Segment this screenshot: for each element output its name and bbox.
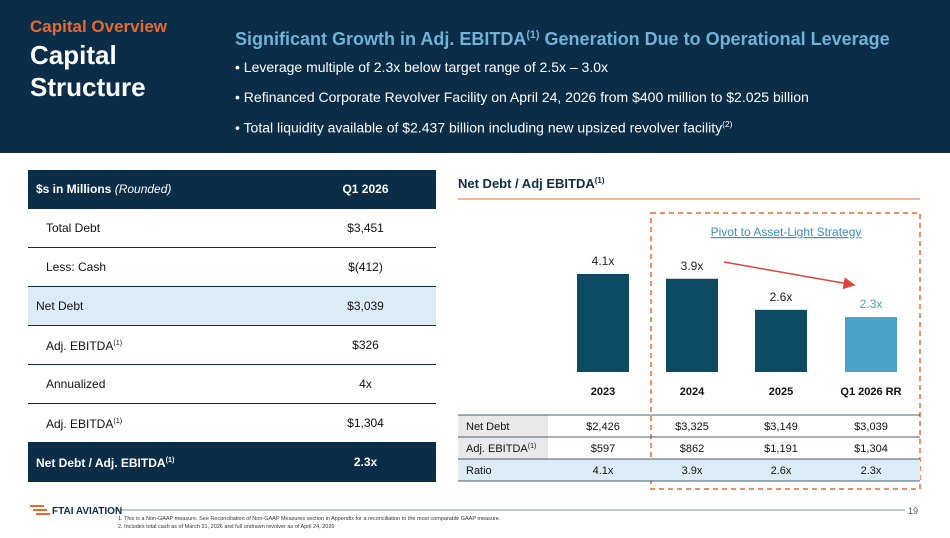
category-label: 2025 (769, 386, 793, 398)
row-value: 3.9x (682, 465, 703, 477)
ratio-row (458, 459, 920, 481)
trend-arrow (723, 261, 856, 290)
row-value: $326 (352, 338, 379, 352)
row-label: Net Debt (466, 421, 509, 433)
row-value: 2.6x (771, 465, 792, 477)
headline: Significant Growth in Adj. EBITDA(1) Gen… (235, 29, 890, 50)
label-cell (458, 437, 548, 459)
chart-title-text: Net Debt / Adj EBITDA (458, 176, 595, 191)
annotation: Pivot to Asset-Light Strategy (711, 225, 862, 239)
row-label-text: Annualized (46, 377, 106, 391)
bar (577, 274, 629, 372)
footnote: 2. Includes total cash as of March 31, 2… (118, 524, 334, 530)
footnote-ref: (1) (526, 29, 540, 41)
header-column: Q1 2026 (342, 182, 389, 196)
bullet: • Leverage multiple of 2.3x below target… (235, 59, 609, 75)
row-value: 4x (359, 377, 372, 391)
table-row: Total Debt $3,451 (28, 209, 436, 248)
category-label: Q1 2026 RR (840, 386, 901, 398)
headline-text: Generation Due to Operational Leverage (544, 29, 890, 49)
value-label: 4.1x (592, 254, 615, 268)
footnote: 1. This is a Non-GAAP measure. See Recon… (118, 516, 501, 522)
row-value: $3,149 (764, 421, 798, 433)
table-row: Less: Cash $(412) (28, 248, 436, 287)
row-value: $1,191 (764, 443, 798, 455)
table-row: Annualized 4x (28, 365, 436, 404)
row-label: Total Debt (46, 221, 100, 235)
row-label-text: Ratio (466, 465, 492, 477)
footnote-ref: (1) (113, 338, 123, 347)
table-row: Adj. EBITDA(1) $1,304 (28, 404, 436, 443)
page-number: 19 (908, 506, 918, 516)
bullet-text: Total liquidity available of $2.437 bill… (243, 119, 723, 136)
category-label: 2024 (680, 386, 705, 398)
bullet-text: Leverage multiple of 2.3x below target r… (243, 59, 609, 75)
row-value: $862 (680, 443, 704, 455)
row-label-text: Adj. EBITDA (46, 339, 114, 353)
value-label: 3.9x (681, 259, 704, 273)
logo-mark (30, 505, 50, 515)
row-label: Net Debt (36, 299, 83, 313)
row-value: $1,304 (347, 416, 384, 430)
header-label: $s in Millions (36, 182, 112, 196)
footnote-ref: (1) (595, 176, 605, 185)
category-label: 2023 (591, 386, 615, 398)
row-label: Net Debt / Adj. EBITDA(1) (36, 455, 174, 470)
table-row: Net Debt $3,039 (28, 287, 436, 326)
headline-text: Significant Growth in Adj. EBITDA (235, 29, 527, 49)
row-value: $2,426 (586, 421, 620, 433)
row-label: Adj. EBITDA(1) (466, 443, 536, 455)
row-label-text: Adj. EBITDA (46, 417, 114, 431)
title: Structure (30, 72, 146, 102)
row-label-text: Total Debt (46, 221, 101, 235)
bullet-text: Refinanced Corporate Revolver Facility o… (243, 89, 809, 105)
row-value: $3,451 (347, 221, 384, 235)
footnote-ref: (2) (722, 119, 733, 129)
table-row: Adj. EBITDA(1) $326 (28, 326, 436, 365)
highlight-box (650, 212, 921, 490)
row-label-text: Net Debt / Adj. EBITDA (36, 456, 166, 470)
row-label: Ratio (466, 465, 492, 477)
table-header: $s in Millions (Rounded) Q1 2026 (28, 170, 436, 209)
footnote-ref: (1) (165, 455, 175, 464)
row-value: $1,304 (854, 443, 888, 455)
row-label: Adj. EBITDA(1) (46, 338, 122, 353)
row-label: Annualized (46, 377, 105, 391)
row-label-text: Adj. EBITDA (466, 443, 528, 455)
header-band (0, 0, 950, 153)
footnote-ref: (1) (528, 443, 537, 450)
row-label-text: Net Debt (466, 421, 509, 433)
row-value: $3,039 (347, 299, 384, 313)
row-label-text: Less: Cash (46, 260, 107, 274)
footnote-ref: (1) (113, 416, 123, 425)
bullet: • Total liquidity available of $2.437 bi… (235, 119, 733, 136)
bar (755, 309, 807, 372)
row-value: $3,039 (854, 421, 888, 433)
row-label: Adj. EBITDA(1) (46, 416, 122, 431)
header-note: (Rounded) (114, 182, 172, 196)
chart-title: Net Debt / Adj EBITDA(1) (458, 176, 605, 191)
row-value: 4.1x (593, 465, 614, 477)
kicker: Capital Overview (30, 17, 168, 36)
row-value: $597 (591, 443, 615, 455)
row-value: 2.3x (353, 455, 378, 469)
row-value: $(412) (348, 260, 383, 274)
row-value: $3,325 (675, 421, 709, 433)
label-cell (458, 415, 548, 437)
value-label: 2.3x (860, 297, 883, 311)
row-label-text: Net Debt (36, 299, 84, 313)
bullet: • Refinanced Corporate Revolver Facility… (235, 89, 809, 105)
title: Capital (30, 40, 117, 70)
table-row: Net Debt / Adj. EBITDA(1) 2.3x (28, 443, 436, 482)
row-label: Less: Cash (46, 260, 106, 274)
logo: FTAI AVIATION (52, 506, 122, 517)
bar (666, 278, 718, 372)
bar (845, 317, 897, 372)
value-label: 2.6x (770, 290, 793, 304)
row-value: 2.3x (861, 465, 882, 477)
